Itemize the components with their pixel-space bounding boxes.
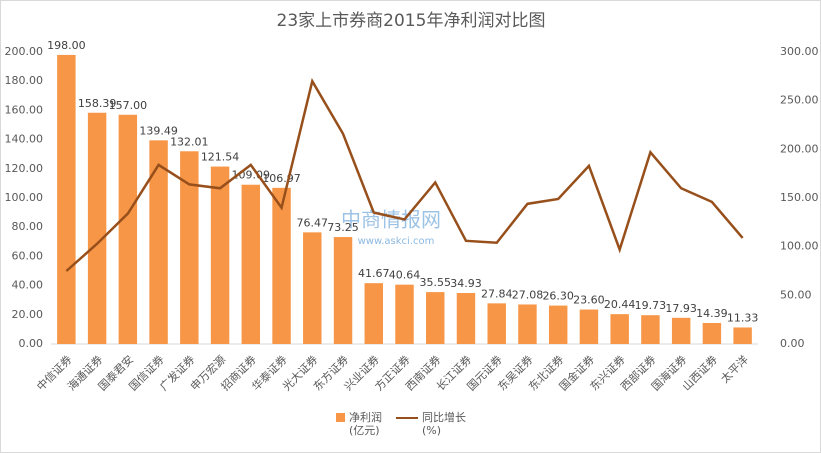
bar <box>456 293 476 344</box>
y-tick-label: 0.00 <box>19 337 44 350</box>
data-label: 26.30 <box>542 290 574 303</box>
bar <box>118 114 138 344</box>
bar <box>149 140 168 344</box>
data-label: 23.60 <box>573 294 605 307</box>
legend-item: 净利润 (亿元) <box>336 411 382 437</box>
data-label: 139.49 <box>139 124 178 137</box>
bar <box>671 317 691 344</box>
bar <box>272 187 291 344</box>
y-tick-label: 20.00 <box>12 308 44 321</box>
y-tick-label: 40.00 <box>12 279 44 292</box>
bar <box>303 232 322 344</box>
legend-swatch <box>336 413 345 422</box>
y-tick-label: 200.00 <box>5 45 44 58</box>
y-tick-label: 120.00 <box>5 162 44 175</box>
y2-tick-label: 200.00 <box>780 142 819 155</box>
bar <box>364 283 383 344</box>
y2-tick-label: 300.00 <box>780 45 819 58</box>
bar <box>241 184 261 344</box>
y2-tick-label: 100.00 <box>780 240 819 253</box>
y2-tick-label: 0.00 <box>780 337 805 350</box>
data-label: 20.44 <box>604 298 636 311</box>
data-label: 19.73 <box>635 299 667 312</box>
data-label: 34.93 <box>450 277 482 290</box>
y2-tick-label: 250.00 <box>780 94 819 107</box>
line <box>65 77 744 272</box>
legend: 净利润 (亿元) 同比增长 (%) <box>336 411 466 437</box>
y-tick-label: 180.00 <box>5 74 44 87</box>
data-label: 106.97 <box>262 172 301 185</box>
watermark: 中商情报网 <box>341 208 441 232</box>
data-label: 198.00 <box>47 39 86 52</box>
bar <box>426 292 445 344</box>
data-label: 41.67 <box>358 267 390 280</box>
bar <box>57 54 76 345</box>
data-label: 27.84 <box>481 287 513 300</box>
bar <box>641 315 660 344</box>
data-label: 132.01 <box>170 135 209 148</box>
data-label: 17.93 <box>665 302 697 315</box>
y2-tick-label: 150.00 <box>780 191 819 204</box>
bar <box>180 151 199 344</box>
data-label: 73.25 <box>327 221 359 234</box>
bar <box>610 314 629 344</box>
y-tick-label: 140.00 <box>5 133 44 146</box>
data-label: 40.64 <box>389 269 421 282</box>
bar <box>87 112 107 344</box>
bar <box>333 237 353 344</box>
y-tick-label: 80.00 <box>12 220 44 233</box>
bar <box>702 322 722 344</box>
data-label: 35.55 <box>419 276 451 289</box>
data-label: 11.33 <box>727 311 759 324</box>
data-label: 14.39 <box>696 307 728 320</box>
data-label: 157.00 <box>109 99 148 112</box>
legend-label: 同比增长 (%) <box>422 411 466 437</box>
bar <box>579 309 599 344</box>
legend-label: 净利润 (亿元) <box>349 411 382 437</box>
watermark: www.askci.com <box>358 236 435 247</box>
bar <box>487 303 506 344</box>
y-tick-label: 100.00 <box>5 191 44 204</box>
bar <box>395 284 414 344</box>
data-label: 158.39 <box>78 97 117 110</box>
data-label: 121.54 <box>201 151 240 164</box>
legend-swatch <box>396 417 418 419</box>
y2-tick-label: 50.00 <box>780 288 812 301</box>
data-label: 76.47 <box>297 216 329 229</box>
y-tick-label: 60.00 <box>12 249 44 262</box>
y-tick-label: 160.00 <box>5 103 44 116</box>
chart-title: 23家上市券商2015年净利润对比图 <box>277 11 546 31</box>
bar <box>210 166 230 344</box>
data-label: 27.08 <box>512 288 544 301</box>
bar <box>733 327 752 344</box>
bar <box>548 305 568 344</box>
x-tick-label: 太平洋 <box>718 352 751 385</box>
bar <box>518 304 537 344</box>
legend-item: 同比增长 (%) <box>396 411 466 437</box>
